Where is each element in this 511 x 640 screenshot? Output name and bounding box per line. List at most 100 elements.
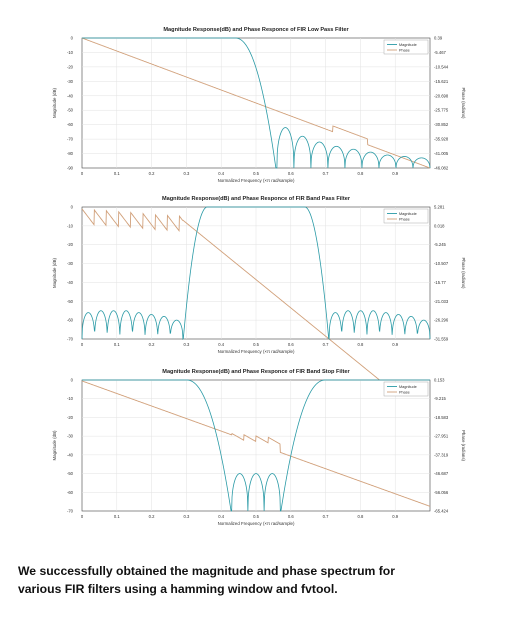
y-right-tick-label: -35.928: [434, 137, 449, 142]
x-tick-label: 0.3: [183, 342, 189, 347]
x-tick-label: 0.5: [253, 342, 259, 347]
chart-2: Magnitude Response(dB) and Phase Responc…: [52, 369, 466, 526]
y-right-tick-label: -25.775: [434, 108, 449, 113]
caption-line-1: We successfully obtained the magnitude a…: [18, 564, 395, 578]
x-tick-label: 0: [81, 342, 84, 347]
y-right-tick-label: 0.153: [434, 378, 445, 383]
x-tick-label: 0.8: [357, 514, 363, 519]
y-right-tick-label: -65.424: [434, 509, 449, 514]
y-axis-label: Magnitude (dB): [52, 430, 57, 461]
x-tick-label: 0.9: [392, 342, 398, 347]
chart-title: Magnitude Response(dB) and Phase Responc…: [162, 369, 350, 375]
y-right-tick-label: -9.215: [434, 396, 447, 401]
legend-box: [383, 39, 429, 55]
y-right-tick-label: -46.687: [434, 471, 449, 476]
series-phase-line: [81, 380, 431, 507]
legend-box: [383, 381, 429, 397]
legend-magnitude-label: Magnitude: [399, 212, 417, 216]
y-right-tick-label: -56.056: [434, 490, 449, 495]
x-tick-label: 0.1: [114, 514, 120, 519]
y-tick-label: -20: [67, 415, 74, 420]
y-tick-label: -10: [67, 223, 74, 228]
y-tick-label: -20: [67, 64, 74, 69]
y-right-tick-label: -31.559: [434, 337, 449, 342]
y-right-tick-label: 5.281: [434, 205, 445, 210]
y-tick-label: -30: [67, 434, 74, 439]
y-right-tick-label: -20.698: [434, 93, 449, 98]
legend-phase-label: Phase: [399, 49, 410, 53]
y-right-axis-label: Phase (radians): [461, 88, 466, 120]
y-right-tick-label: -18.583: [434, 415, 449, 420]
y-right-tick-label: -21.033: [434, 299, 449, 304]
x-tick-label: 0.2: [149, 342, 155, 347]
y-tick-label: -60: [67, 490, 74, 495]
x-tick-label: 0.5: [253, 171, 259, 176]
y-right-tick-label: -27.951: [434, 434, 449, 439]
y-tick-label: -50: [67, 299, 74, 304]
y-right-axis-label: Phase (radians): [461, 430, 466, 462]
y-right-tick-label: -10.507: [434, 261, 449, 266]
x-tick-label: 0.1: [114, 171, 120, 176]
y-tick-label: 0: [71, 205, 74, 210]
legend-magnitude-label: Magnitude: [399, 43, 417, 47]
x-tick-label: 0.4: [218, 171, 224, 176]
y-right-tick-label: -26.296: [434, 318, 449, 323]
x-tick-label: 0.9: [392, 514, 398, 519]
x-tick-label: 0.7: [323, 514, 329, 519]
y-tick-label: -90: [67, 166, 74, 171]
y-right-tick-label: -10.544: [434, 64, 449, 69]
x-tick-label: 0.8: [357, 342, 363, 347]
y-tick-label: -30: [67, 79, 74, 84]
y-tick-label: -50: [67, 471, 74, 476]
x-tick-label: 0.7: [323, 342, 329, 347]
y-right-tick-label: 0.39: [434, 36, 443, 41]
x-tick-label: 0.3: [183, 171, 189, 176]
chart-title: Magnitude Response(dB) and Phase Responc…: [162, 196, 351, 202]
x-tick-label: 0: [81, 514, 84, 519]
y-right-tick-label: -30.852: [434, 122, 449, 127]
figure-area: Magnitude Response(dB) and Phase Responc…: [52, 27, 466, 526]
y-tick-label: -80: [67, 151, 74, 156]
y-tick-label: -30: [67, 261, 74, 266]
y-tick-label: -70: [67, 137, 74, 142]
y-tick-label: -10: [67, 50, 74, 55]
x-axis-label: Normalized Frequency (×π rad/sample): [218, 178, 295, 183]
y-tick-label: 0: [71, 36, 74, 41]
x-tick-label: 0.6: [288, 514, 294, 519]
legend-box: [383, 208, 429, 224]
series-magnitude-line: [82, 37, 431, 169]
chart-title: Magnitude Response(dB) and Phase Responc…: [163, 27, 349, 33]
x-tick-label: 0.2: [149, 171, 155, 176]
legend-phase-label: Phase: [399, 391, 410, 395]
caption-line-2: various FIR filters using a hamming wind…: [18, 582, 338, 596]
y-tick-label: -20: [67, 242, 74, 247]
x-tick-label: 0.1: [114, 342, 120, 347]
x-tick-label: 0: [81, 171, 84, 176]
y-axis-label: Magnitude (dB): [52, 257, 57, 288]
x-axis-label: Normalized Frequency (×π rad/sample): [218, 521, 295, 526]
y-tick-label: -40: [67, 452, 74, 457]
chart-1: Magnitude Response(dB) and Phase Responc…: [52, 196, 466, 422]
x-tick-label: 0.6: [288, 171, 294, 176]
y-right-axis-label: Phase (radians): [461, 258, 466, 290]
y-right-tick-label: -15.77: [434, 280, 447, 285]
y-right-tick-label: -46.082: [434, 166, 449, 171]
y-tick-label: -70: [67, 509, 74, 514]
y-tick-label: 0: [71, 378, 74, 383]
y-right-tick-label: -41.005: [434, 151, 449, 156]
series-phase-line: [81, 37, 431, 169]
x-tick-label: 0.8: [357, 171, 363, 176]
chart-0: Magnitude Response(dB) and Phase Responc…: [52, 27, 466, 183]
y-tick-label: -50: [67, 108, 74, 113]
x-tick-label: 0.2: [149, 514, 155, 519]
y-right-tick-label: 0.018: [434, 223, 445, 228]
x-tick-label: 0.5: [253, 514, 259, 519]
y-tick-label: -60: [67, 122, 74, 127]
y-tick-label: -40: [67, 280, 74, 285]
x-tick-label: 0.9: [392, 171, 398, 176]
y-right-tick-label: -5.245: [434, 242, 447, 247]
x-tick-label: 0.4: [218, 342, 224, 347]
series-magnitude-line: [82, 379, 430, 512]
y-tick-label: -70: [67, 337, 74, 342]
y-right-tick-label: -37.319: [434, 452, 449, 457]
